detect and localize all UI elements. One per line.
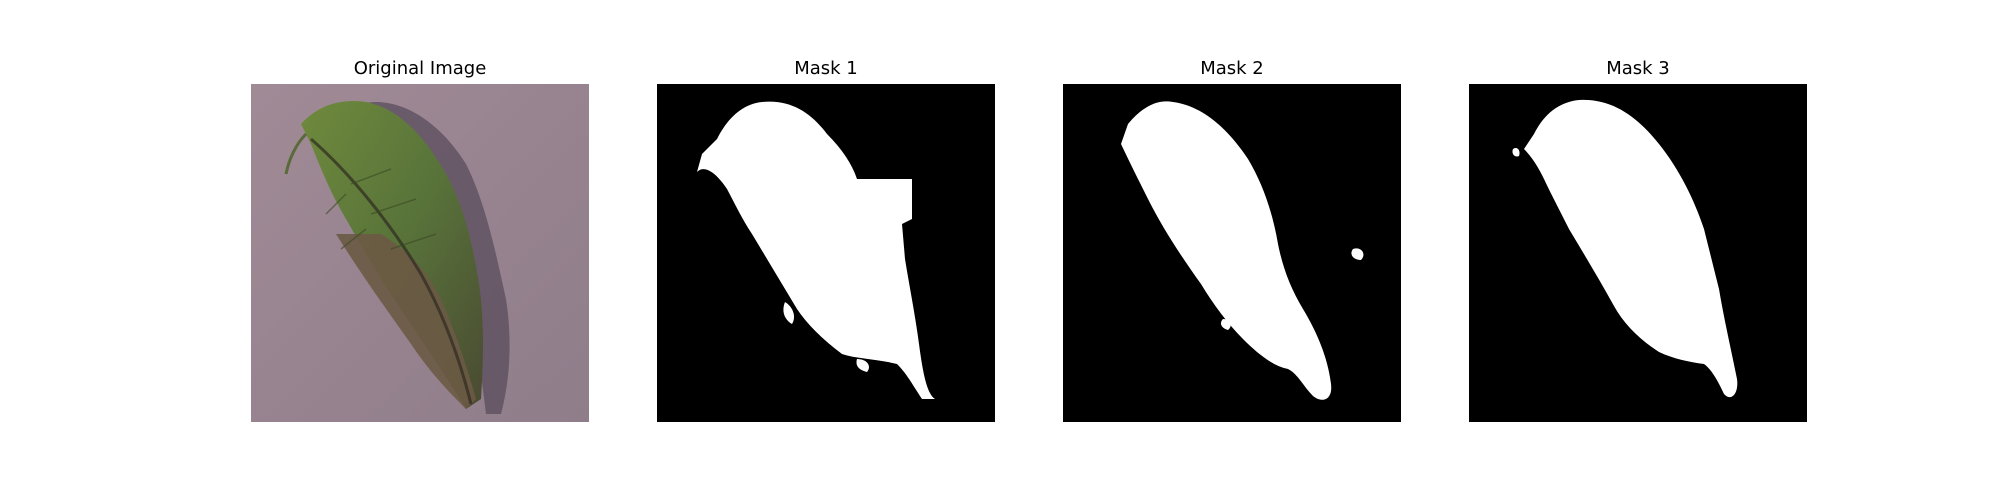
original-leaf-image [251,84,589,422]
panel-title: Original Image [353,58,487,79]
mask-2-image [1063,84,1401,422]
mask-3-image [1469,84,1807,422]
panel-title: Mask 1 [794,58,858,79]
mask-1-image [657,84,995,422]
panel-title: Mask 2 [1200,58,1264,79]
panel-title: Mask 3 [1606,58,1670,79]
